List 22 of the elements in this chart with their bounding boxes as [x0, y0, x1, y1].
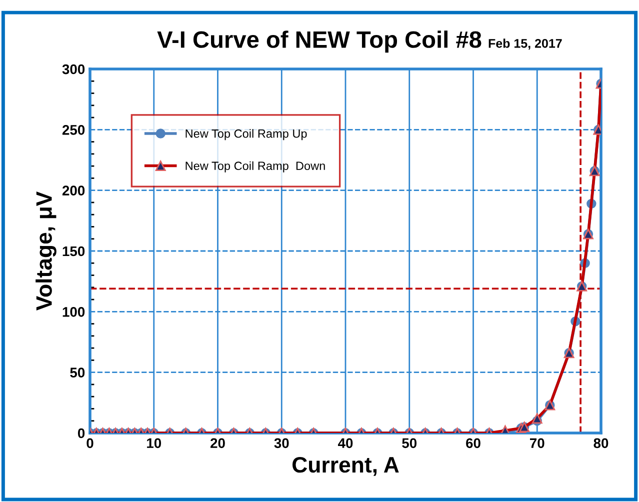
- legend-label: New Top Coil Ramp Down: [186, 161, 325, 172]
- y-tick-label: 100: [62, 307, 85, 317]
- x-tick-label: 30: [274, 438, 289, 448]
- x-tick-label: 40: [338, 438, 353, 448]
- x-tick-label: 70: [530, 438, 544, 448]
- x-tick-label: 50: [402, 438, 417, 448]
- y-tick-label: 300: [62, 64, 85, 74]
- x-tick-label: 0: [86, 438, 94, 448]
- y-tick-label: 150: [62, 246, 85, 256]
- x-tick-label: 80: [594, 438, 608, 448]
- y-tick-label: 250: [62, 125, 85, 135]
- chart-subtitle: Feb 15, 2017: [488, 38, 562, 50]
- y-tick-label: 200: [62, 186, 85, 196]
- y-tick-label: 0: [78, 428, 85, 438]
- x-tick-label: 60: [466, 438, 480, 448]
- legend-label: New Top Coil Ramp Up: [186, 129, 307, 140]
- x-axis-title: Current, A: [292, 456, 399, 476]
- x-tick-label: 20: [210, 438, 225, 448]
- x-tick-label: 10: [147, 438, 162, 448]
- y-tick-label: 50: [70, 368, 85, 378]
- chart-title: V-I Curve of NEW Top Coil #8: [157, 30, 482, 53]
- y-axis-title: Voltage, μV: [36, 191, 56, 311]
